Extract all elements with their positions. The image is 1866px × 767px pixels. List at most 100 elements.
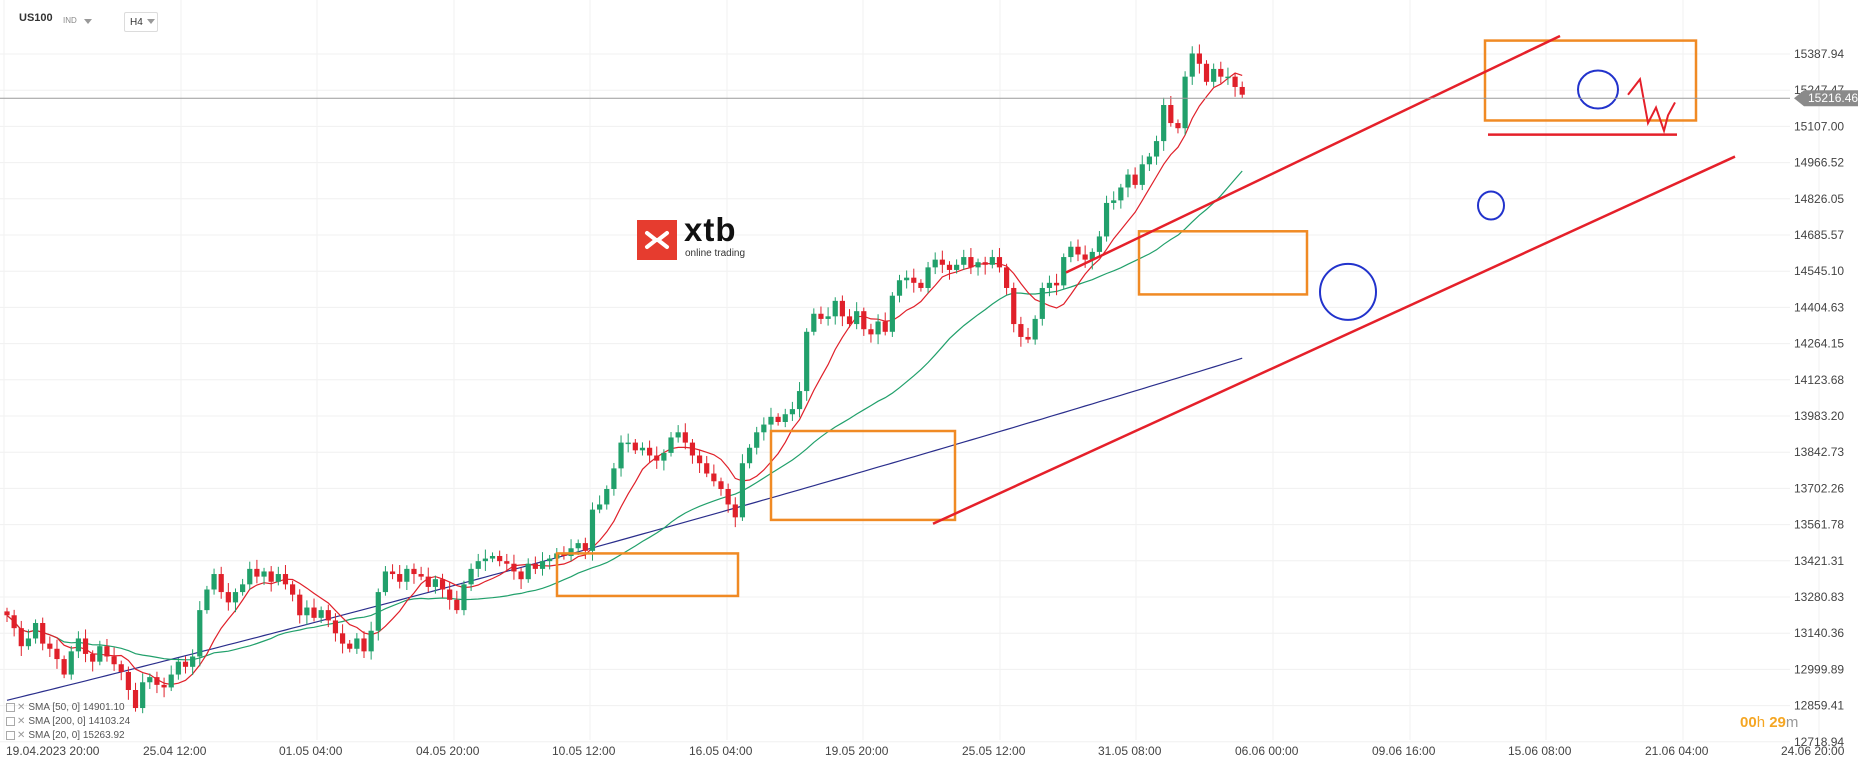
candle-body[interactable] [247, 568, 253, 585]
candle-body[interactable] [918, 282, 924, 288]
remove-indicator-icon[interactable]: ✕ [17, 730, 26, 741]
candle-body[interactable] [968, 257, 974, 268]
candle-body[interactable] [1111, 200, 1117, 203]
candle-body[interactable] [818, 313, 824, 319]
candle-body[interactable] [775, 416, 781, 422]
candle-body[interactable] [240, 584, 246, 593]
candle-body[interactable] [82, 638, 89, 654]
candle-body[interactable] [854, 311, 860, 325]
candle-body[interactable] [1125, 174, 1131, 188]
candle-body[interactable] [904, 277, 910, 281]
candle-body[interactable] [568, 548, 574, 556]
candle-body[interactable] [704, 463, 710, 474]
candle-body[interactable] [518, 571, 524, 580]
candle-body[interactable] [1004, 267, 1010, 288]
candle-body[interactable] [839, 300, 845, 317]
candle-body[interactable] [290, 584, 296, 595]
consolidation-box[interactable] [769, 429, 957, 522]
candle-body[interactable] [1225, 76, 1231, 79]
consolidation-box[interactable] [1483, 39, 1698, 122]
candle-body[interactable] [282, 574, 289, 585]
candle-body[interactable] [696, 455, 703, 464]
candle-body[interactable] [589, 509, 596, 551]
candle-body[interactable] [18, 628, 24, 647]
candle-body[interactable] [97, 646, 103, 662]
candle-body[interactable] [439, 579, 446, 590]
candle-body[interactable] [232, 592, 239, 603]
candle-body[interactable] [1096, 236, 1103, 252]
candle-body[interactable] [497, 555, 503, 562]
candle-body[interactable] [468, 568, 474, 585]
consolidation-box[interactable] [1137, 230, 1309, 296]
candle-body[interactable] [61, 659, 67, 675]
candle-body[interactable] [504, 561, 510, 564]
candle-body[interactable] [689, 442, 696, 456]
candle-body[interactable] [418, 574, 424, 577]
candle-body[interactable] [332, 620, 339, 634]
candle-body[interactable] [746, 447, 753, 464]
candle-body[interactable] [575, 543, 581, 549]
candle-body[interactable] [118, 664, 124, 672]
candle-body[interactable] [68, 651, 74, 675]
remove-indicator-icon[interactable]: ✕ [17, 702, 26, 713]
candle-body[interactable] [211, 574, 217, 590]
candle-body[interactable] [861, 311, 867, 330]
candle-body[interactable] [1232, 76, 1238, 87]
candle-body[interactable] [1211, 68, 1217, 82]
candle-body[interactable] [925, 267, 931, 288]
candle-body[interactable] [354, 638, 360, 649]
candle-body[interactable] [489, 555, 496, 559]
candle-body[interactable] [668, 437, 674, 453]
candle-body[interactable] [347, 643, 353, 649]
candle-body[interactable] [268, 571, 274, 582]
candle-body[interactable] [389, 571, 396, 575]
candle-body[interactable] [525, 563, 531, 580]
channel-lower-line[interactable] [932, 155, 1736, 525]
indicator-settings-icon[interactable] [6, 730, 15, 740]
candle-body[interactable] [4, 611, 10, 616]
candle-body[interactable] [190, 656, 196, 667]
highlight-circle[interactable] [1319, 262, 1377, 321]
candle-body[interactable] [711, 473, 717, 482]
candle-body[interactable] [218, 574, 224, 593]
candle-body[interactable] [225, 592, 231, 603]
candle-body[interactable] [161, 684, 167, 688]
candle-body[interactable] [654, 455, 660, 461]
candle-body[interactable] [1161, 105, 1167, 142]
candle-body[interactable] [75, 638, 81, 652]
candle-body[interactable] [275, 574, 281, 582]
candle-body[interactable] [954, 264, 960, 270]
indicator-sma-20[interactable]: ✕ SMA [20, 0] 15263.92 [6, 730, 125, 741]
candle-body[interactable] [1103, 202, 1110, 237]
timeframe-dropdown-icon[interactable] [147, 19, 155, 24]
candle-body[interactable] [475, 561, 481, 569]
candle-body[interactable] [104, 646, 110, 657]
candle-body[interactable] [946, 264, 953, 270]
candle-body[interactable] [1153, 141, 1160, 157]
candle-body[interactable] [725, 488, 731, 505]
candle-body[interactable] [1182, 76, 1188, 129]
candle-body[interactable] [675, 432, 681, 438]
candle-body[interactable] [1032, 318, 1038, 340]
candle-body[interactable] [140, 682, 146, 709]
indicator-settings-icon[interactable] [6, 702, 15, 712]
candle-body[interactable] [154, 677, 160, 685]
candle-body[interactable] [604, 488, 610, 505]
candle-body[interactable] [1218, 68, 1224, 77]
candle-body[interactable] [40, 623, 46, 644]
candle-body[interactable] [882, 321, 888, 332]
candle-body[interactable] [339, 633, 346, 644]
candle-body[interactable] [511, 563, 517, 572]
candle-body[interactable] [447, 589, 453, 600]
candle-body[interactable] [1189, 53, 1195, 77]
candle-body[interactable] [11, 615, 17, 629]
candle-body[interactable] [432, 579, 438, 587]
candle-body[interactable] [647, 447, 653, 456]
candle-body[interactable] [1175, 123, 1181, 129]
candle-body[interactable] [1139, 164, 1145, 185]
candle-body[interactable] [618, 442, 624, 469]
candle-body[interactable] [1046, 282, 1053, 288]
candle-body[interactable] [1053, 282, 1060, 286]
candle-body[interactable] [147, 677, 153, 683]
remove-indicator-icon[interactable]: ✕ [17, 716, 26, 727]
